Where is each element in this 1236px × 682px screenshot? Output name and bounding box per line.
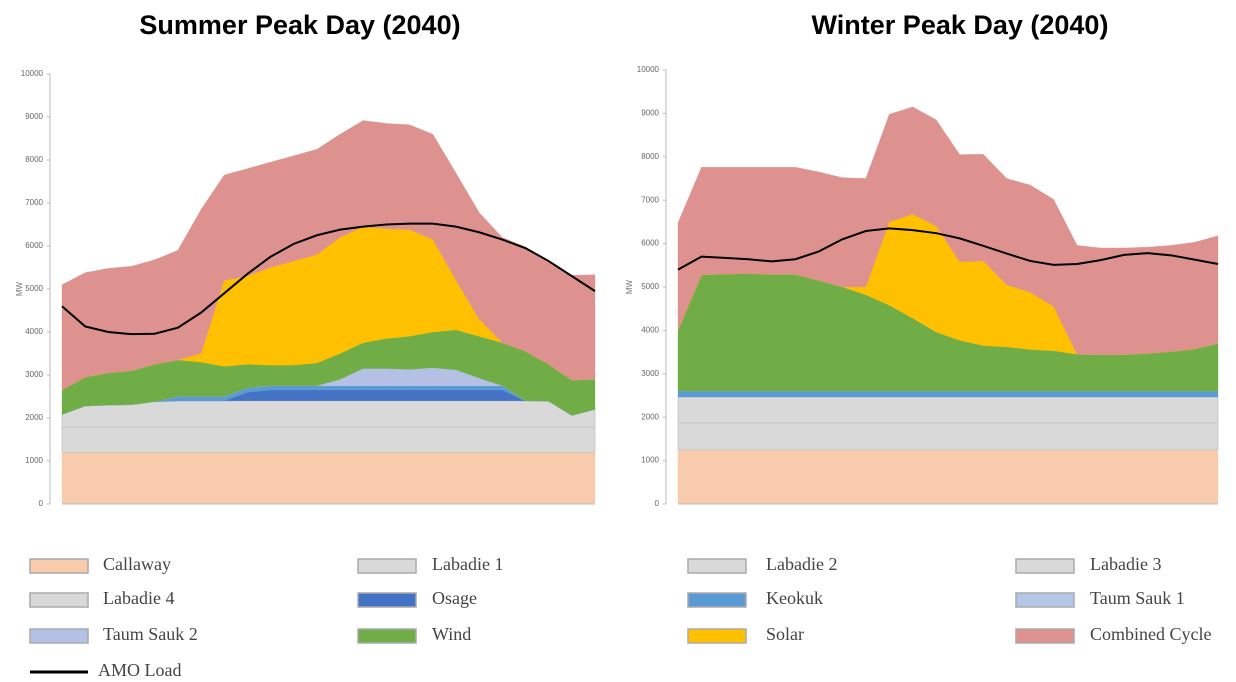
- legend-swatch: [687, 558, 747, 574]
- legend-swatch: [357, 628, 417, 644]
- load-line: [61, 222, 596, 336]
- y-tick-label: 6000: [25, 241, 43, 250]
- legend-label: Taum Sauk 2: [103, 624, 198, 644]
- load-line: [677, 227, 1219, 271]
- chart-title: Winter Peak Day (2040): [812, 10, 1109, 40]
- legend-label: Osage: [432, 588, 477, 608]
- legend-swatch: [1015, 628, 1075, 644]
- y-tick-label: 6000: [641, 239, 659, 248]
- y-tick-label: 8000: [641, 152, 659, 161]
- area-band: [61, 400, 596, 428]
- y-tick-label: 4000: [25, 327, 43, 336]
- y-tick-label: 9000: [641, 109, 659, 118]
- legend-label: Labadie 2: [766, 554, 837, 574]
- chart-title: Summer Peak Day (2040): [139, 10, 460, 40]
- y-tick-label: 9000: [25, 112, 43, 121]
- area-band: [677, 396, 1219, 424]
- legend-swatch: [687, 628, 747, 644]
- legend-label: Wind: [432, 624, 471, 644]
- area-band: [677, 391, 1219, 397]
- y-axis-label: MW: [625, 279, 634, 294]
- y-tick-label: 3000: [641, 369, 659, 378]
- area-band: [61, 426, 596, 453]
- area-band: [677, 106, 1219, 355]
- legend-swatch: [357, 592, 417, 608]
- y-tick-label: 2000: [25, 413, 43, 422]
- legend-swatch: [29, 628, 89, 644]
- y-tick-label: 10000: [21, 69, 44, 78]
- legend-label: Solar: [766, 624, 804, 644]
- legend-label: Labadie 1: [432, 554, 503, 574]
- y-tick-label: 4000: [641, 326, 659, 335]
- area-band: [677, 422, 1219, 451]
- y-tick-label: 0: [39, 499, 44, 508]
- y-tick-label: 1000: [25, 456, 43, 465]
- y-tick-label: 0: [655, 499, 660, 508]
- legend-swatch: [29, 592, 89, 608]
- y-tick-label: 3000: [25, 370, 43, 379]
- legend-swatch: [1015, 592, 1075, 608]
- y-tick-label: 7000: [25, 198, 43, 207]
- legend-swatch: [687, 592, 747, 608]
- y-tick-label: 5000: [25, 284, 43, 293]
- legend-swatch: [357, 558, 417, 574]
- y-tick-label: 7000: [641, 195, 659, 204]
- legend-label: Taum Sauk 1: [1090, 588, 1185, 608]
- y-tick-label: 10000: [637, 65, 660, 74]
- y-tick-label: 8000: [25, 155, 43, 164]
- legend-label: Callaway: [103, 554, 171, 574]
- legend-label: Keokuk: [766, 588, 823, 608]
- legend-label: Combined Cycle: [1090, 624, 1211, 644]
- y-tick-label: 5000: [641, 282, 659, 291]
- legend-label: Labadie 3: [1090, 554, 1161, 574]
- y-axis-label: MW: [15, 281, 24, 296]
- y-tick-label: 2000: [641, 412, 659, 421]
- legend-label: AMO Load: [98, 660, 182, 680]
- y-tick-label: 1000: [641, 456, 659, 465]
- area-band: [61, 452, 596, 505]
- area-band: [677, 449, 1219, 505]
- legend-label: Labadie 4: [103, 588, 174, 608]
- legend-swatch: [1015, 558, 1075, 574]
- legend-swatch: [29, 558, 89, 574]
- area-band: [61, 120, 596, 391]
